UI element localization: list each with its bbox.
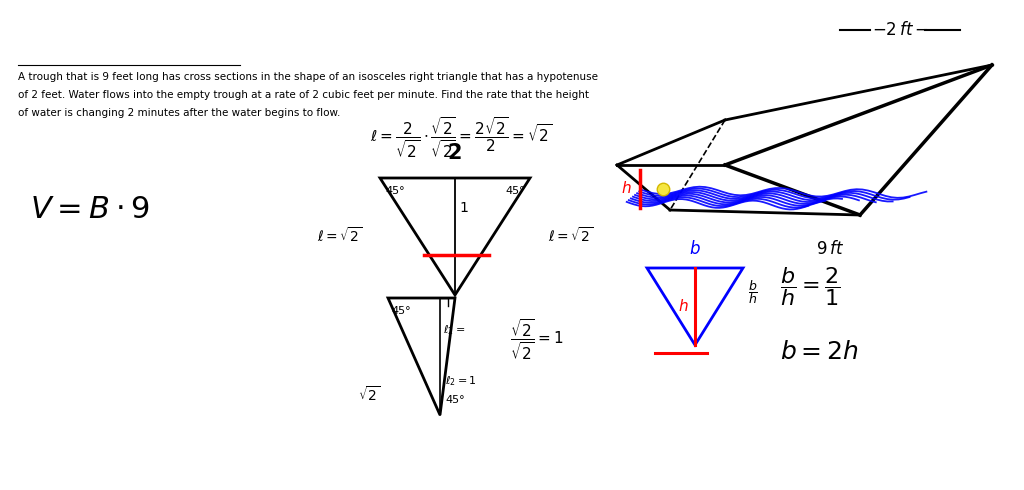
Text: $\dfrac{b}{h} = \dfrac{2}{1}$: $\dfrac{b}{h} = \dfrac{2}{1}$ [780, 265, 841, 308]
Text: $h$: $h$ [678, 298, 689, 314]
Text: $\ell = \sqrt{2}$: $\ell = \sqrt{2}$ [548, 226, 593, 245]
Text: $\dfrac{\sqrt{2}}{\sqrt{2}} = 1$: $\dfrac{\sqrt{2}}{\sqrt{2}} = 1$ [510, 318, 564, 362]
Text: 1: 1 [459, 201, 468, 215]
Text: $h$: $h$ [622, 180, 632, 196]
Text: $\ell = \sqrt{2}$: $\ell = \sqrt{2}$ [317, 226, 362, 245]
Text: A trough that is 9 feet long has cross sections in the shape of an isosceles rig: A trough that is 9 feet long has cross s… [18, 72, 598, 82]
Text: $b = 2h$: $b = 2h$ [780, 340, 858, 364]
Text: 45°: 45° [385, 186, 404, 196]
Text: $\dfrac{b}{h}$: $\dfrac{b}{h}$ [748, 278, 758, 306]
Text: $\ell = \dfrac{2}{\sqrt{2}} \cdot \dfrac{\sqrt{2}}{\sqrt{2}} = \dfrac{2\sqrt{2}}: $\ell = \dfrac{2}{\sqrt{2}} \cdot \dfrac… [370, 115, 553, 160]
Text: of water is changing 2 minutes after the water begins to flow.: of water is changing 2 minutes after the… [18, 108, 340, 118]
Text: $-2\,ft-$: $-2\,ft-$ [871, 21, 929, 39]
Text: $\ell_2{=}$: $\ell_2{=}$ [443, 323, 465, 337]
Text: $\ell_2{=}1$: $\ell_2{=}1$ [445, 374, 476, 388]
Text: 45°: 45° [506, 186, 525, 196]
Text: $V = B \cdot 9$: $V = B \cdot 9$ [30, 195, 151, 224]
Text: of 2 feet. Water flows into the empty trough at a rate of 2 cubic feet per minut: of 2 feet. Water flows into the empty tr… [18, 90, 589, 100]
Text: $9\,ft$: $9\,ft$ [816, 240, 844, 258]
Text: $\sqrt{2}$: $\sqrt{2}$ [358, 386, 380, 404]
Text: 2: 2 [447, 143, 462, 163]
Text: 45°: 45° [445, 395, 465, 405]
Text: $b$: $b$ [689, 240, 700, 258]
Text: 45°: 45° [391, 306, 411, 316]
